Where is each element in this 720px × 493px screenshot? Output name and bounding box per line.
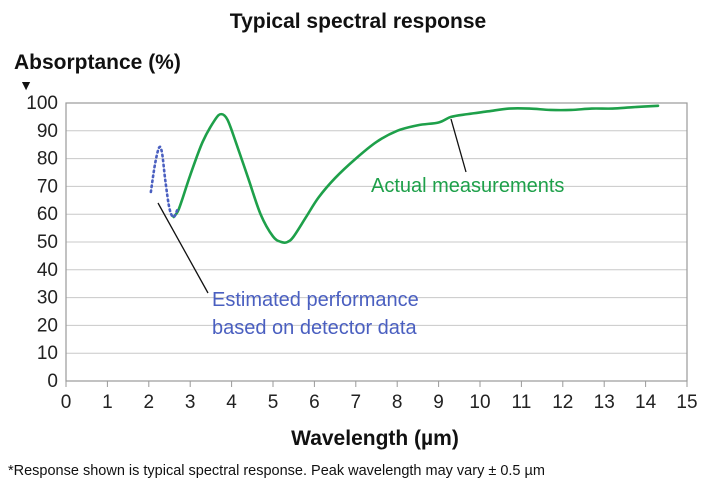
x-tick-label: 7 <box>351 392 362 413</box>
plot-frame <box>65 102 688 382</box>
y-axis-label: Absorptance (%) <box>14 51 181 74</box>
x-tick-label: 11 <box>512 392 532 413</box>
x-tick-label: 0 <box>61 392 72 413</box>
series-line-actual-measurements <box>172 104 660 244</box>
x-tick-label: 2 <box>144 392 155 413</box>
footnote: *Response shown is typical spectral resp… <box>8 463 545 479</box>
series-line-estimated-performance <box>149 145 180 219</box>
x-tick-label: 14 <box>635 392 657 413</box>
y-tick-label: 0 <box>47 371 58 392</box>
y-tick-label: 60 <box>37 204 58 225</box>
x-tick-label: 8 <box>392 392 403 413</box>
x-axis-label: Wavelength (µm) <box>291 427 459 450</box>
x-tick-label: 10 <box>469 392 490 413</box>
y-tick-label: 20 <box>37 315 58 336</box>
grid-lines <box>65 102 688 387</box>
x-tick-label: 4 <box>226 392 237 413</box>
x-tick-label: 15 <box>676 392 697 413</box>
x-tick-label: 3 <box>185 392 196 413</box>
y-tick-label: 80 <box>37 149 58 170</box>
y-tick-label: 30 <box>37 288 58 309</box>
annotation-leader-estimated <box>157 202 209 294</box>
y-axis-marker-icon: ▼ <box>19 77 33 93</box>
x-tick-label: 6 <box>309 392 320 413</box>
annotation-leader-actual <box>450 118 467 173</box>
y-tick-label: 40 <box>37 260 58 281</box>
chart-title: Typical spectral response <box>230 10 486 33</box>
x-tick-label: 13 <box>594 392 615 413</box>
annotation-actual-measurements: Actual measurements <box>371 175 564 197</box>
x-tick-label: 5 <box>268 392 279 413</box>
x-tick-labels: 0 1 2 3 4 5 6 7 8 9 10 11 12 13 14 15 <box>61 392 698 413</box>
x-tick-label: 1 <box>102 392 113 413</box>
annotation-estimated-line-2: based on detector data <box>212 317 417 339</box>
y-tick-label: 10 <box>37 343 58 364</box>
x-tick-label: 9 <box>433 392 444 413</box>
y-tick-label: 100 <box>26 93 58 114</box>
y-tick-label: 70 <box>37 176 58 197</box>
x-tick-label: 12 <box>552 392 573 413</box>
y-tick-label: 90 <box>37 121 58 142</box>
y-tick-label: 50 <box>37 232 58 253</box>
y-tick-labels: 0 10 20 30 40 50 60 70 80 90 100 <box>26 93 58 392</box>
annotation-estimated-line-1: Estimated performance <box>212 289 419 311</box>
